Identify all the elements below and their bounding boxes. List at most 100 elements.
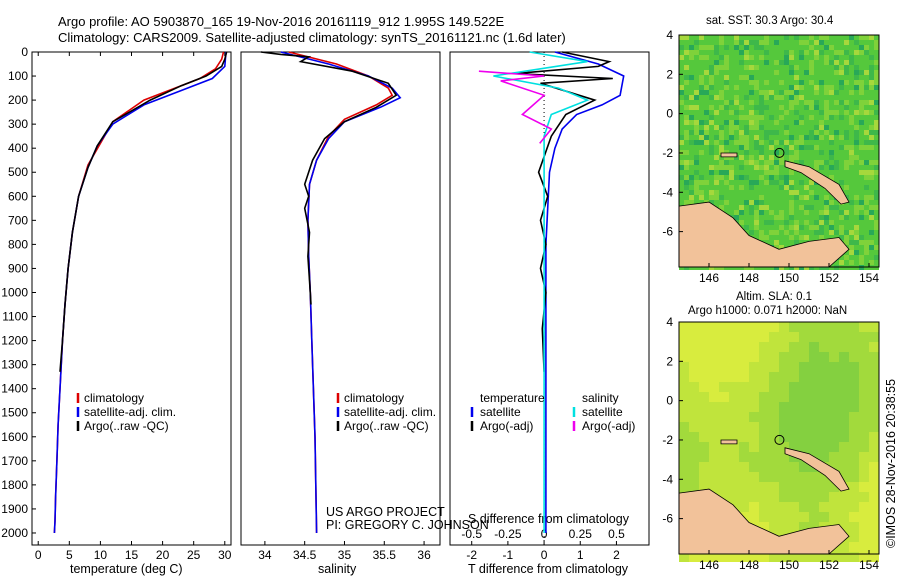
sst_map-cell (834, 145, 839, 150)
sla_map-cell (749, 432, 759, 442)
sst_map-cell (694, 40, 699, 45)
sst_map-cell (849, 245, 854, 250)
sst_map-cell (744, 170, 749, 175)
sst_map-cell (714, 105, 719, 110)
sst_map-cell (744, 205, 749, 210)
sla_map-cell (769, 412, 779, 422)
sst_map-cell (824, 55, 829, 60)
sla_map-cell (739, 372, 749, 382)
sst_map-cell (704, 65, 709, 70)
sla_map-cell (689, 392, 699, 402)
sst_map-cell (739, 215, 744, 220)
sla_map-cell (689, 422, 699, 432)
sst_map-cell (704, 150, 709, 155)
sst_map-cell (684, 105, 689, 110)
sst_map-cell (734, 135, 739, 140)
sst_map-cell (844, 40, 849, 45)
sst_map-cell (819, 195, 824, 200)
sla_map-cell (829, 442, 839, 452)
sst_map-cell (734, 70, 739, 75)
sst_map-cell (719, 185, 724, 190)
sst_map-cell (814, 130, 819, 135)
sst_map-cell (719, 65, 724, 70)
sst_map-cell (849, 255, 854, 260)
sst_map-cell (839, 140, 844, 145)
sst_map-cell (774, 150, 779, 155)
sst_map-cell (874, 65, 879, 70)
sst_map-cell (864, 80, 869, 85)
sst_map-cell (704, 90, 709, 95)
project-credit: US ARGO PROJECT (326, 505, 445, 519)
sst_map-cell (784, 190, 789, 195)
sst_map-cell (704, 70, 709, 75)
sst_map-cell (704, 195, 709, 200)
sst_map-cell (869, 120, 874, 125)
sst_map-cell (784, 235, 789, 240)
sst_map-cell (709, 120, 714, 125)
sst_map-cell (779, 60, 784, 65)
sst_map-cell (839, 50, 844, 55)
sst_map-cell (814, 135, 819, 140)
sst_map-cell (774, 130, 779, 135)
sst_map-cell (789, 60, 794, 65)
sst_map-cell (749, 165, 754, 170)
sst_map-cell (839, 40, 844, 45)
sst_map-cell (729, 60, 734, 65)
sst_map-cell (834, 105, 839, 110)
sst_map-cell (814, 50, 819, 55)
sst_map-cell (709, 80, 714, 85)
sst_map-cell (684, 155, 689, 160)
sst_map-cell (834, 160, 839, 165)
sla_map-cell (719, 552, 729, 562)
depth-tick-label: 1600 (1, 430, 28, 444)
sst_map-cell (694, 170, 699, 175)
differences-series-temperature-argo-line (515, 51, 613, 372)
sst_map-cell (769, 200, 774, 205)
sst_map-cell (864, 205, 869, 210)
sst_map-cell (779, 135, 784, 140)
sst_map-cell (714, 150, 719, 155)
sst_map-cell (759, 85, 764, 90)
sst_map-cell (819, 215, 824, 220)
sst_map-cell (839, 160, 844, 165)
sla_map-cell (769, 462, 779, 472)
sst_map-cell (794, 230, 799, 235)
sst_map-cell (744, 210, 749, 215)
sst_map-cell (699, 145, 704, 150)
sst_map-cell (829, 40, 834, 45)
sst_map-cell (814, 160, 819, 165)
sst_map-cell (689, 170, 694, 175)
sst_map-cell (859, 240, 864, 245)
sst_map-cell (859, 145, 864, 150)
sst_map-cell (704, 100, 709, 105)
sla_map-cell (779, 522, 789, 532)
sst_map-cell (749, 190, 754, 195)
sst_map-cell (869, 230, 874, 235)
sst_map-cell (739, 165, 744, 170)
sst_map-cell (819, 100, 824, 105)
sst_map-cell (874, 80, 879, 85)
sst_map-cell (689, 50, 694, 55)
sst_map-cell (779, 40, 784, 45)
sst_map-cell (789, 230, 794, 235)
sst_map-cell (864, 140, 869, 145)
sst_map-cell (729, 185, 734, 190)
sst_map-cell (774, 100, 779, 105)
sla_map-cell (829, 342, 839, 352)
sla_map-cell (769, 392, 779, 402)
sst_map-cell (864, 50, 869, 55)
sst_map-cell (829, 135, 834, 140)
sst_map-cell (724, 200, 729, 205)
sst_map-cell (844, 240, 849, 245)
sla_map-cell (809, 392, 819, 402)
sst_map-cell (789, 120, 794, 125)
sst_map-cell (784, 210, 789, 215)
sla_map-cell (869, 352, 879, 362)
sst_map-cell (694, 190, 699, 195)
sst_map-cell (744, 200, 749, 205)
sst_map-cell (774, 230, 779, 235)
differences-legend-label: Argo(-adj) (480, 419, 533, 433)
sst_map-cell (804, 235, 809, 240)
depth-tick-label: 1300 (1, 358, 28, 372)
sla_map-cell (689, 402, 699, 412)
